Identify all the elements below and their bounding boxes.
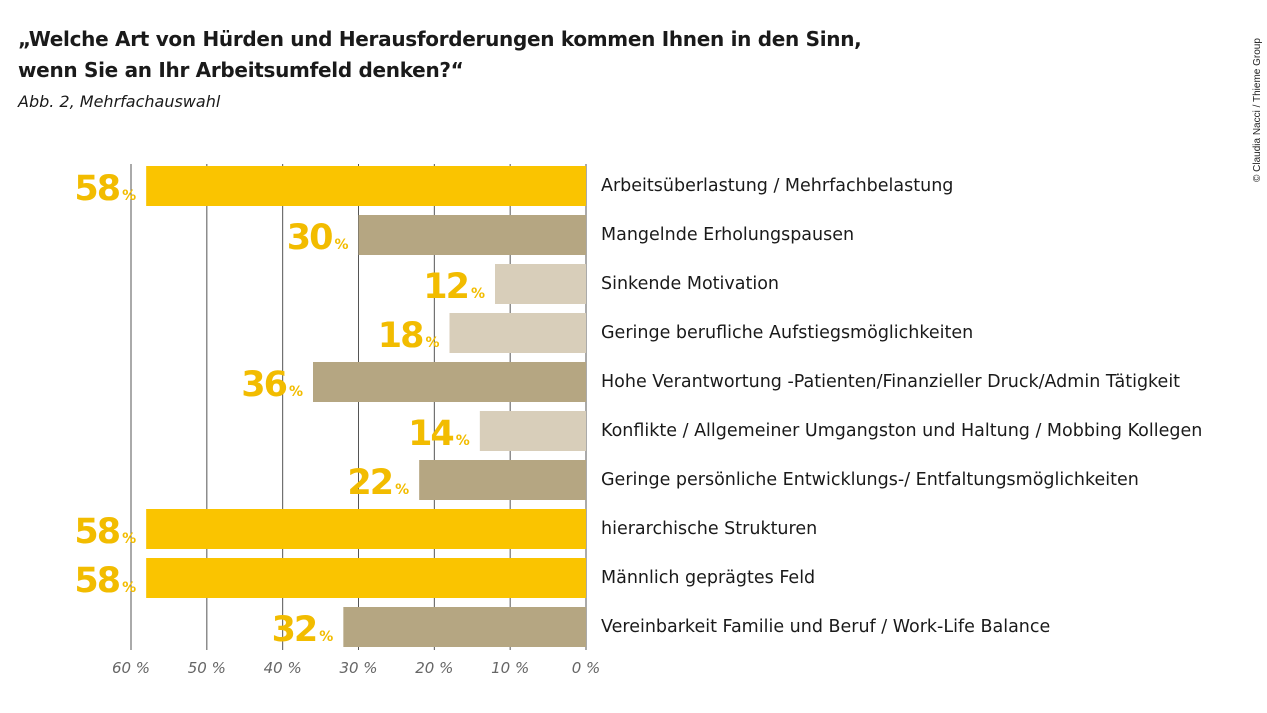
category-label: Geringe berufliche Aufstiegsmöglichkeite… [601,323,973,343]
value-number: 12 [423,267,468,307]
bar [449,313,586,353]
category-label: Arbeitsüberlastung / Mehrfachbelastung [601,176,953,196]
value-label: 18% [378,316,440,356]
value-label: 12% [423,267,485,307]
value-number: 58 [74,561,119,601]
value-number: 36 [241,365,286,405]
category-label: Mangelnde Erholungspausen [601,225,854,245]
value-label: 36% [241,365,303,405]
value-percent-sign: % [456,433,470,449]
value-percent-sign: % [425,335,439,351]
bar [343,607,586,647]
bar [146,509,586,549]
x-tick-label: 30 % [339,659,377,677]
value-percent-sign: % [122,531,136,547]
bar [419,460,586,500]
value-label: 58% [74,512,136,552]
value-number: 30 [287,218,332,258]
bar [495,264,586,304]
title-line-1: „Welche Art von Hürden und Herausforderu… [18,27,862,51]
x-tick-label: 0 % [572,659,601,677]
value-label: 32% [272,610,334,650]
value-number: 32 [272,610,317,650]
x-tick-label: 20 % [415,659,453,677]
value-percent-sign: % [334,237,348,253]
category-label: Hohe Verantwortung -Patienten/Finanziell… [601,372,1180,392]
value-label: 58% [74,169,136,209]
value-number: 58 [74,512,119,552]
x-tick-label: 60 % [112,659,150,677]
category-label: Vereinbarkeit Familie und Beruf / Work-L… [601,617,1050,637]
bar [146,558,586,598]
category-label: Konflikte / Allgemeiner Umgangston und H… [601,421,1202,441]
x-tick-label: 50 % [188,659,226,677]
chart-subtitle: Abb. 2, Mehrfachauswahl [18,92,221,111]
category-label: hierarchische Strukturen [601,519,817,539]
x-tick-label: 40 % [264,659,302,677]
value-percent-sign: % [319,629,333,645]
value-label: 14% [408,414,470,454]
value-number: 14 [408,414,453,454]
title-line-2: wenn Sie an Ihr Arbeitsumfeld denken?“ [18,58,464,82]
chart-title: „Welche Art von Hürden und Herausforderu… [18,24,862,86]
x-tick-label: 10 % [491,659,529,677]
value-label: 22% [347,463,409,503]
value-number: 18 [378,316,423,356]
value-percent-sign: % [471,286,485,302]
bar [146,166,586,206]
value-percent-sign: % [122,188,136,204]
category-label: Männlich geprägtes Feld [601,568,815,588]
value-label: 58% [74,561,136,601]
bar [313,362,586,402]
category-label: Geringe persönliche Entwicklungs-/ Entfa… [601,470,1139,490]
bar [358,215,586,255]
value-percent-sign: % [289,384,303,400]
category-label: Sinkende Motivation [601,274,779,294]
value-number: 58 [74,169,119,209]
value-percent-sign: % [395,482,409,498]
value-label: 30% [287,218,349,258]
bar [479,411,586,451]
value-number: 22 [347,463,392,503]
value-percent-sign: % [122,580,136,596]
